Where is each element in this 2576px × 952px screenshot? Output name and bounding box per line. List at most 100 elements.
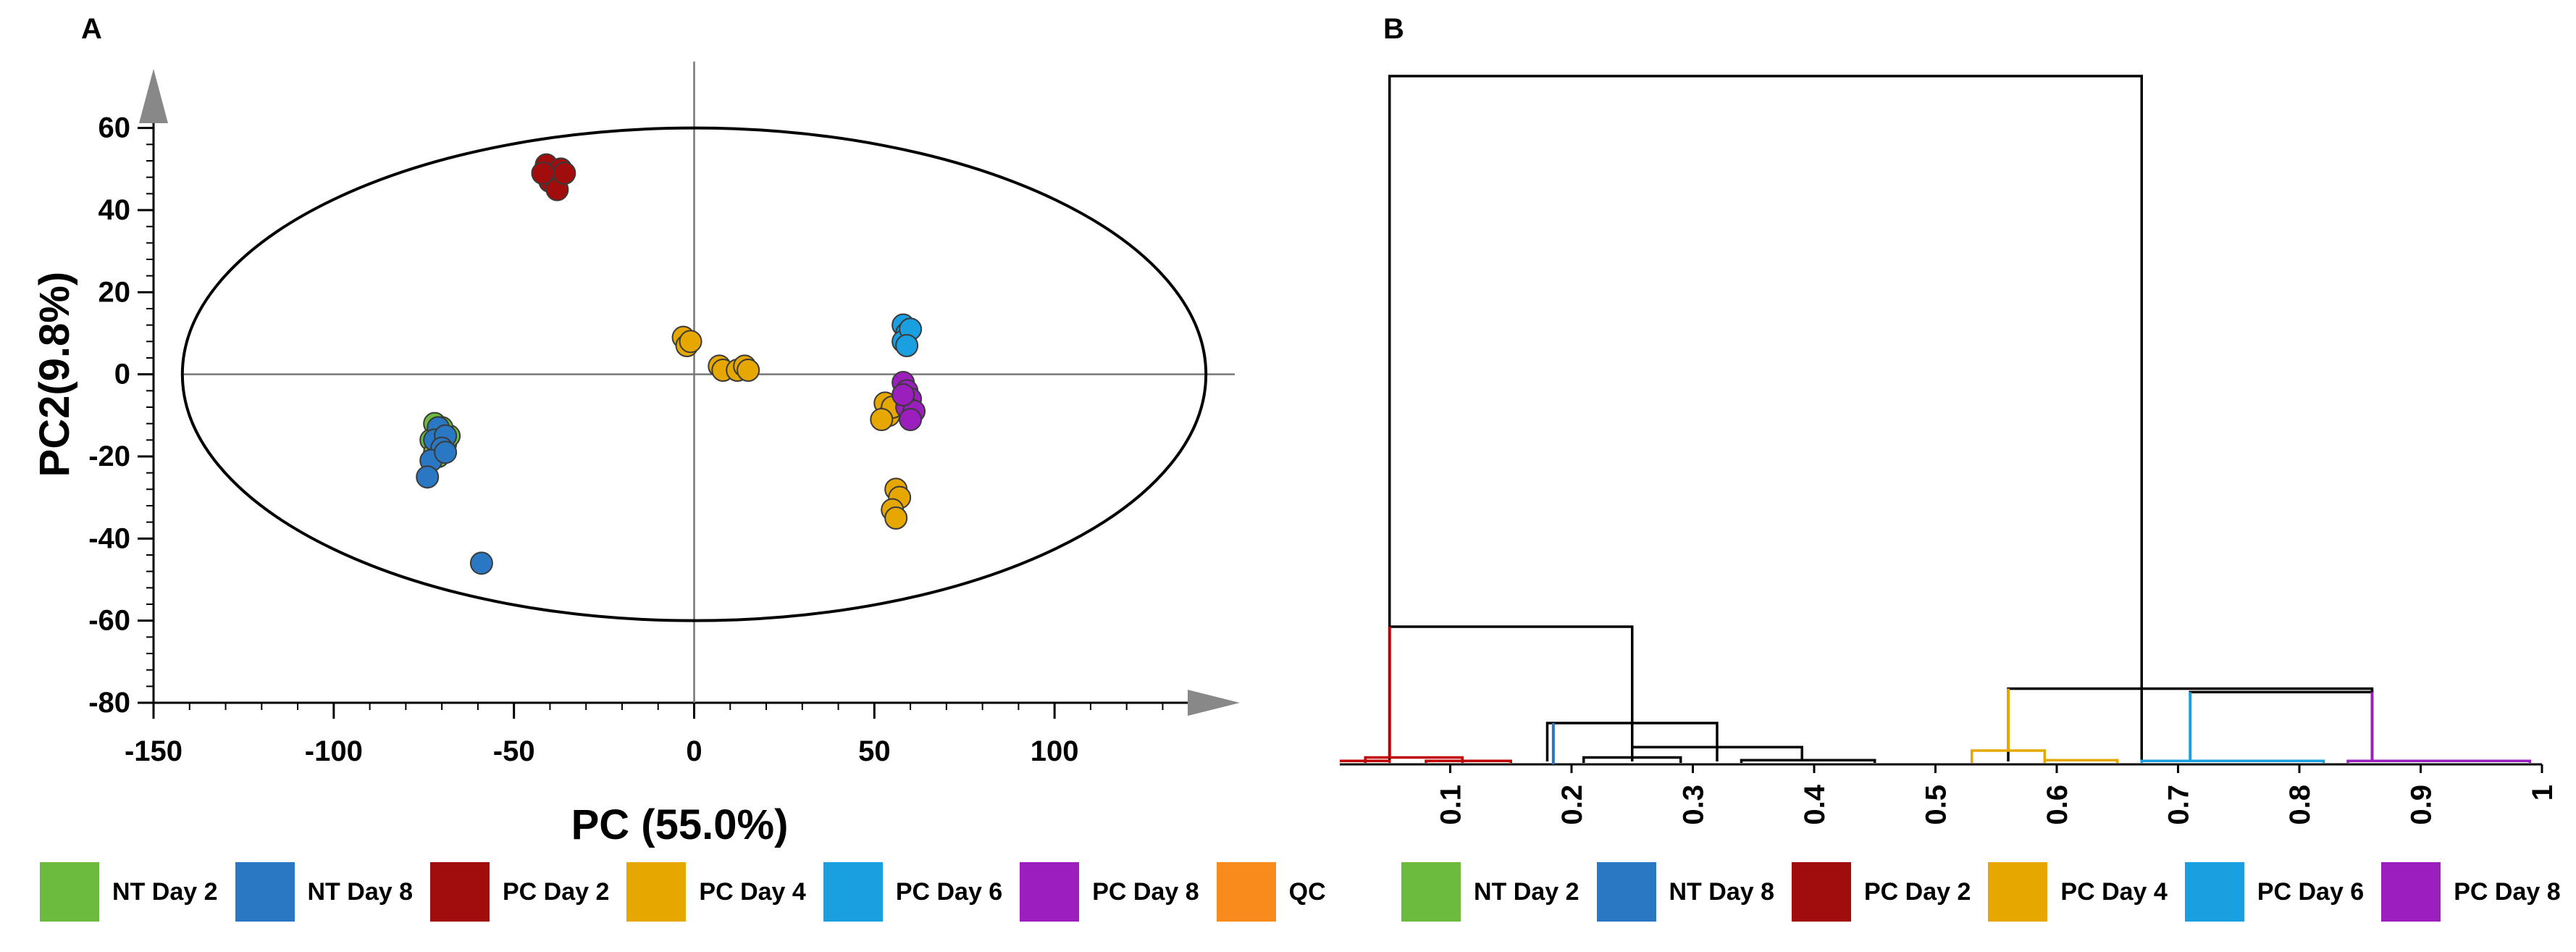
- legend-label: PC Day 4: [699, 877, 806, 906]
- point-nt-day-8: [469, 551, 493, 575]
- legend-label: PC Day 6: [2257, 877, 2365, 906]
- legend-label: QC: [1288, 877, 1326, 906]
- y-tick-label: 60: [98, 112, 131, 144]
- legend-item-pc-day-8: PC Day 8: [2381, 862, 2561, 922]
- legend-label: PC Day 8: [2454, 877, 2561, 906]
- y-tick-label: 0: [114, 359, 130, 391]
- legend-item-pc-day-4: PC Day 4: [1988, 862, 2168, 922]
- legend-item-pc-day-4: PC Day 4: [626, 862, 806, 922]
- legend-swatch: [1020, 862, 1080, 922]
- point-pc-day-2: [531, 162, 555, 185]
- legend-swatch: [823, 862, 883, 922]
- dendrogram-branch: [2140, 759, 2325, 763]
- legend-swatch: [2184, 862, 2244, 922]
- dendrogram-branch: [2043, 759, 2119, 763]
- x-tick-label: -50: [493, 735, 535, 767]
- legend-label: PC Day 2: [503, 877, 610, 906]
- dendrogram-branch: [1340, 759, 1391, 763]
- y-tick-label: -60: [88, 605, 130, 637]
- x-tick-label: -100: [305, 735, 363, 767]
- legend-swatch: [40, 862, 99, 922]
- x-tick-label: -150: [125, 735, 182, 767]
- legend-swatch: [235, 862, 295, 922]
- confidence-ellipse: [180, 126, 1208, 622]
- legend-swatch: [1792, 862, 1851, 922]
- legend-label: PC Day 2: [1864, 877, 1971, 906]
- point-pc-day-2: [553, 162, 576, 185]
- y-axis-arrow: [139, 69, 168, 123]
- legend-label: PC Day 6: [895, 877, 1003, 906]
- x-tick-label: 0: [686, 735, 702, 767]
- point-nt-day-8: [416, 465, 440, 489]
- legend-item-nt-day-2: NT Day 2: [40, 862, 218, 922]
- legend-swatch: [1401, 862, 1461, 922]
- dendro-x-tick-label: 0.2: [1556, 785, 1588, 825]
- x-tick-label: 100: [1031, 735, 1079, 767]
- dendrogram-branch: [1545, 722, 1719, 761]
- legend-item-nt-day-8: NT Day 8: [1596, 862, 1775, 922]
- legend-item-pc-day-2: PC Day 2: [430, 862, 609, 922]
- dendro-x-tick-label: 0.4: [1799, 784, 1831, 824]
- dendro-x-tick-label: 0.1: [1435, 785, 1467, 825]
- legend-item-pc-day-6: PC Day 6: [2184, 862, 2365, 922]
- dendrogram-branch: [1631, 746, 1803, 761]
- point-pc-day-8: [899, 408, 923, 431]
- legend-label: NT Day 2: [1474, 877, 1579, 906]
- dendro-x-tick-label: 0.3: [1678, 785, 1710, 825]
- pca-score-plot: -80 -60 -40 -20 0 20 40 60 -150 -100 -50 0 50 100 PC (…: [31, 62, 1240, 848]
- legend-a: NT Day 2 NT Day 8 PC Day 2 PC Day 4 PC Day 6…: [40, 862, 1326, 922]
- dendrogram-branch: [2346, 759, 2531, 763]
- legend-item-nt-day-8: NT Day 8: [235, 862, 414, 922]
- legend-item-nt-day-2: NT Day 2: [1401, 862, 1579, 922]
- y-tick-label: -40: [88, 522, 130, 554]
- dendro-x-tick-label: 0.7: [2163, 785, 2195, 825]
- point-pc-day-4: [679, 330, 702, 354]
- dendrogram-plot: 0 0.1 0.2 0.3 0.4 0.5 0.6 0.7 0.8 0.9 1: [1340, 75, 2559, 825]
- legend-item-pc-day-6: PC Day 6: [823, 862, 1002, 922]
- dendro-x-tick-label: 0.8: [2284, 785, 2316, 825]
- y-tick-label: 40: [98, 194, 131, 226]
- x-axis-arrow: [1188, 690, 1240, 716]
- legend-swatch: [1988, 862, 2048, 922]
- legend-swatch: [1596, 862, 1656, 922]
- legend-label: NT Day 8: [307, 877, 414, 906]
- x-tick-label: 50: [858, 735, 891, 767]
- legend-label: NT Day 8: [1669, 877, 1775, 906]
- legend-item-qc: QC: [1216, 862, 1326, 922]
- dendro-x-tick-label: 1: [2527, 785, 2559, 801]
- point-pc-day-8: [891, 383, 915, 406]
- dendro-x-tick-label: 0.5: [1921, 785, 1952, 825]
- legend-label: PC Day 8: [1092, 877, 1199, 906]
- point-pc-day-6: [895, 334, 919, 357]
- dendro-x-tick-label: 0: [1340, 785, 1346, 801]
- dendro-x-tick-label: 0.6: [2042, 785, 2073, 825]
- y-tick-label: -20: [88, 440, 130, 472]
- legend-swatch: [430, 862, 490, 922]
- y-tick-label: -80: [88, 687, 130, 719]
- dendro-x-tick-label: 0.9: [2406, 785, 2438, 825]
- dendrogram-branch: [1388, 75, 2143, 761]
- legend-label: NT Day 2: [112, 877, 218, 906]
- dendrogram-branch: [1388, 625, 1634, 761]
- legend-item-pc-day-2: PC Day 2: [1792, 862, 1971, 922]
- panel-b-label: B: [1383, 13, 1404, 45]
- y-axis-title: PC2(9.8%): [31, 272, 78, 477]
- legend-swatch: [626, 862, 687, 922]
- dendrogram-branch: [1582, 756, 1682, 763]
- dendrogram-branch: [1740, 759, 1876, 763]
- panel-a-label: A: [81, 13, 102, 45]
- legend-swatch: [2381, 862, 2441, 922]
- point-pc-day-4: [870, 408, 894, 431]
- legend-label: PC Day 4: [2060, 877, 2168, 906]
- dendrogram-branch: [1425, 759, 1512, 763]
- x-axis-title: PC (55.0%): [571, 801, 789, 848]
- legend-b: NT Day 2 NT Day 8 PC Day 2 PC Day 4 PC Day 6…: [1401, 862, 2561, 922]
- dendrogram-branch: [2189, 690, 2374, 761]
- point-nt-day-8: [434, 440, 458, 464]
- legend-swatch: [1216, 862, 1276, 922]
- y-tick-label: 20: [98, 276, 131, 308]
- legend-item-pc-day-8: PC Day 8: [1020, 862, 1199, 922]
- point-pc-day-4: [884, 506, 908, 530]
- point-pc-day-4: [737, 359, 760, 382]
